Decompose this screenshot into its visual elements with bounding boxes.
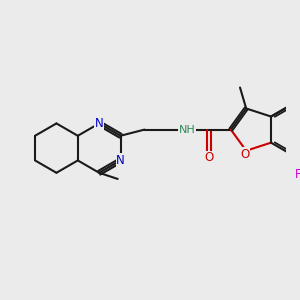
- Text: N: N: [116, 154, 125, 167]
- Text: F: F: [295, 168, 300, 181]
- Text: NH: NH: [178, 124, 195, 135]
- Text: O: O: [241, 148, 250, 161]
- Text: O: O: [205, 151, 214, 164]
- Text: N: N: [95, 117, 103, 130]
